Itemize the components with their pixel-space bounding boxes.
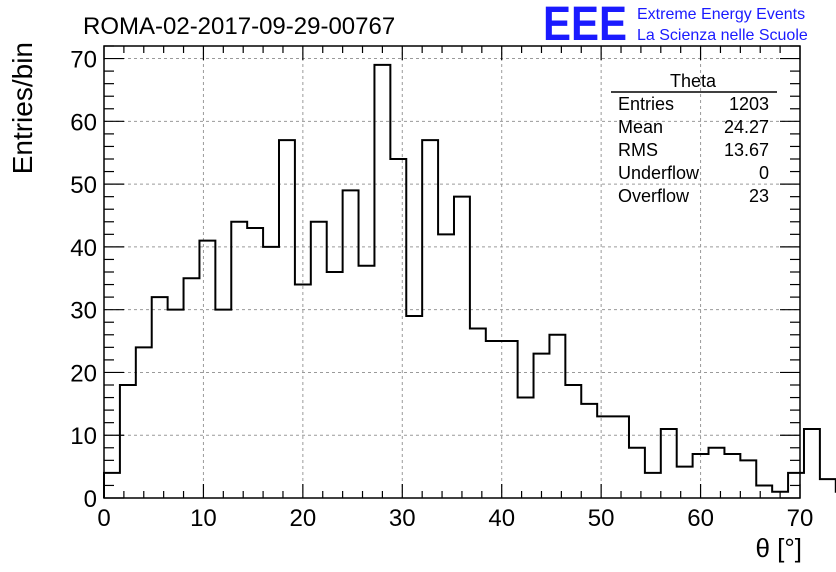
x-tick-label: 0 <box>97 505 110 532</box>
eee-logo-line2: La Scienza nelle Scuole <box>637 27 808 44</box>
histogram-bin <box>327 272 343 498</box>
chart-title: ROMA-02-2017-09-29-00767 <box>83 13 395 40</box>
histogram-bin <box>374 65 390 498</box>
x-tick-label: 70 <box>787 505 814 532</box>
histogram-bin <box>740 460 756 498</box>
x-tick-label: 30 <box>389 505 416 532</box>
histogram-bin <box>168 310 184 498</box>
histogram-bin <box>390 159 406 498</box>
histogram-bin <box>756 485 772 498</box>
axis-ticks <box>103 45 801 499</box>
x-tick-label: 40 <box>488 505 515 532</box>
histogram-step-line <box>103 63 836 498</box>
histogram-bin <box>645 473 661 498</box>
x-tick-label: 10 <box>190 505 217 532</box>
histogram-bin <box>565 385 581 498</box>
stats-box: Theta Entries 1203 Mean 24.27 RMS 13.67 Underf… <box>611 71 777 206</box>
histogram-bin <box>215 310 231 498</box>
y-tick-label: 0 <box>84 486 97 513</box>
histogram-bin <box>136 347 152 498</box>
histogram-bin <box>470 329 486 499</box>
histogram-bin <box>613 416 629 498</box>
eee-logo-line1: Extreme Energy Events <box>637 6 805 23</box>
histogram-bin <box>677 467 693 498</box>
histogram-bin <box>661 429 677 498</box>
eee-logo-mark: EEE <box>543 0 627 51</box>
histogram-bin <box>629 448 645 498</box>
histogram-bin <box>295 285 311 498</box>
y-tick-label: 50 <box>70 172 97 199</box>
histogram-bin <box>359 266 375 498</box>
tick-labels: 0 10 20 30 40 50 60 70 0 10 20 30 40 50 60 70 <box>70 47 813 532</box>
stats-row-label: Mean <box>618 117 663 137</box>
histogram-bin <box>549 335 565 498</box>
y-axis-label: Entries/bin <box>7 42 38 174</box>
stats-row-value: 13.67 <box>724 140 769 160</box>
y-tick-label: 10 <box>70 423 97 450</box>
histogram-bin <box>343 190 359 498</box>
histogram-bin <box>422 140 438 498</box>
x-tick-label: 60 <box>687 505 714 532</box>
histogram-bin <box>534 354 550 498</box>
stats-box-title: Theta <box>670 71 717 91</box>
histogram-bin <box>263 247 279 498</box>
histogram-bin <box>804 429 820 498</box>
histogram-bin <box>152 297 168 498</box>
histogram-bin <box>486 341 502 498</box>
histogram-bin <box>231 222 247 498</box>
stats-row-label: RMS <box>618 140 658 160</box>
histogram-bin <box>406 316 422 498</box>
stats-row-value: 1203 <box>729 94 769 114</box>
stats-row-label: Entries <box>618 94 674 114</box>
histogram-bin <box>724 454 740 498</box>
stats-rows: Entries 1203 Mean 24.27 RMS 13.67 Underflow 0 Ov… <box>618 94 769 206</box>
histogram-bin <box>279 140 295 498</box>
histogram-bin <box>184 278 200 498</box>
stats-row-value: 24.27 <box>724 117 769 137</box>
y-tick-label: 70 <box>70 47 97 74</box>
histogram-bin <box>199 241 215 498</box>
y-tick-label: 30 <box>70 298 97 325</box>
y-tick-label: 60 <box>70 109 97 136</box>
histogram-bin <box>438 234 454 498</box>
y-tick-label: 20 <box>70 360 97 387</box>
histogram-bin <box>709 448 725 498</box>
stats-row-value: 23 <box>749 186 769 206</box>
histogram-bin <box>247 228 263 498</box>
x-axis-label: θ [°] <box>755 533 802 563</box>
histogram-bin <box>581 404 597 498</box>
stats-row-label: Overflow <box>618 186 690 206</box>
histogram-bin <box>820 479 836 498</box>
histogram-bin <box>502 341 518 498</box>
histogram-bin <box>518 398 534 498</box>
stats-row-label: Underflow <box>618 163 700 183</box>
histogram-bin <box>454 197 470 498</box>
histogram-bin <box>120 385 136 498</box>
eee-logo: EEE Extreme Energy Events La Scienza nel… <box>543 0 808 51</box>
stats-row-value: 0 <box>759 163 769 183</box>
histogram-bin <box>597 416 613 498</box>
y-tick-label: 40 <box>70 235 97 262</box>
x-tick-label: 20 <box>290 505 317 532</box>
histogram-bin <box>311 222 327 498</box>
x-tick-label: 50 <box>588 505 615 532</box>
